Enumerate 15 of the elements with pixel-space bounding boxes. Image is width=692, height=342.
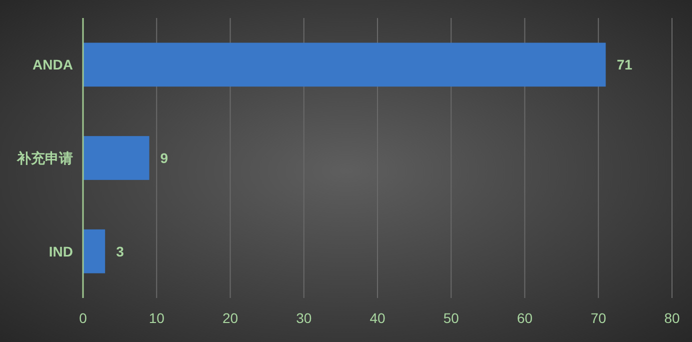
x-tick-label: 40 [370,310,386,326]
x-tick-label: 10 [148,310,165,326]
x-tick-label: 30 [296,310,312,326]
x-tick-label: 70 [590,310,606,326]
x-tick-label: 50 [443,310,460,326]
x-tick-label: 80 [664,310,680,326]
x-tick-label: 60 [516,310,533,326]
y-tick-label: ANDA [32,56,73,73]
x-tick-label: 0 [79,310,88,326]
data-label: 71 [616,56,633,73]
data-label: 9 [160,150,168,166]
x-tick-label: 20 [222,310,238,326]
data-label: 3 [116,243,124,260]
y-tick-label: 补充申请 [16,150,73,166]
y-tick-label: IND [48,243,73,260]
